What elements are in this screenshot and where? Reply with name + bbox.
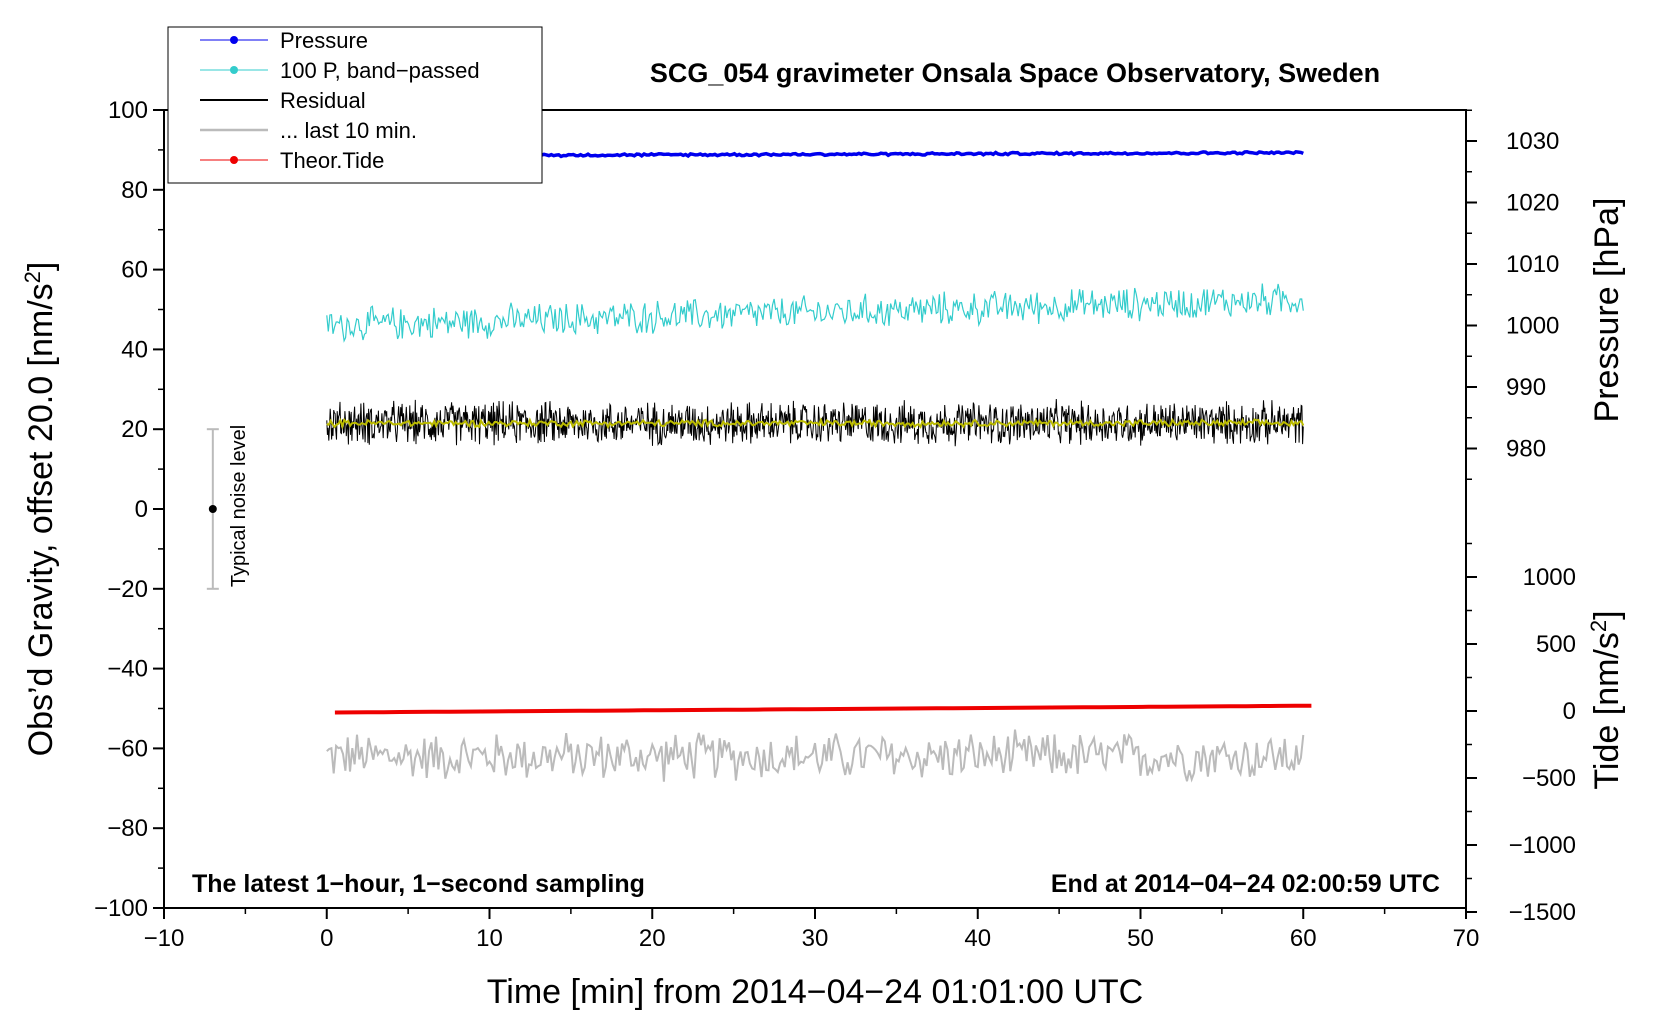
tide-tick-label: −1000 — [1509, 832, 1576, 859]
y-tick-label: −80 — [107, 815, 148, 842]
legend-marker — [230, 36, 238, 44]
y-tick-label: −20 — [107, 576, 148, 603]
series-theor-tide — [334, 703, 1312, 715]
legend-label: Pressure — [280, 28, 368, 53]
x-tick-label: 70 — [1453, 925, 1480, 952]
y-tick-label: −40 — [107, 656, 148, 683]
x-axis-label: Time [min] from 2014−04−24 01:01:00 UTC — [487, 973, 1143, 1011]
note-sampling: The latest 1−hour, 1−second sampling — [192, 870, 645, 898]
legend: Pressure 100 P, band−passed Residual ... la… — [167, 26, 543, 184]
x-tick-label: −10 — [144, 925, 185, 952]
x-tick-label: 40 — [964, 925, 991, 952]
tide-tick-label: 0 — [1563, 698, 1576, 725]
y-axis-label-pressure: Pressure [hPa] — [1588, 198, 1626, 423]
chart-title: SCG_054 gravimeter Onsala Space Observat… — [650, 58, 1380, 88]
axis-ticks: −10 0 10 20 30 40 50 60 70100806040200−20−40−60−… — [94, 97, 1576, 952]
note-end-time: End at 2014−04−24 02:00:59 UTC — [1051, 870, 1440, 898]
pressure-tick-label: 1010 — [1506, 251, 1559, 278]
series--last-10-min- — [326, 729, 1305, 783]
y-tick-label: 100 — [108, 97, 148, 124]
y-tick-label: 40 — [121, 336, 148, 363]
plot-frame — [163, 109, 1467, 909]
x-tick-label: 30 — [802, 925, 829, 952]
tide-tick-label: 1000 — [1523, 564, 1576, 591]
pressure-tick-label: 1020 — [1506, 190, 1559, 217]
series-smoothed-residual — [326, 417, 1305, 430]
tide-tick-label: −1500 — [1509, 899, 1576, 926]
y-tick-label: 20 — [121, 416, 148, 443]
legend-box — [167, 26, 543, 184]
pressure-tick-label: 1000 — [1506, 313, 1559, 340]
series-100-p-band-passed — [326, 283, 1304, 343]
tide-tick-label: −500 — [1522, 765, 1576, 792]
legend-marker — [230, 156, 238, 164]
data-series — [325, 149, 1312, 783]
legend-label: Residual — [280, 88, 366, 113]
tide-tick-label: 500 — [1536, 631, 1576, 658]
y-axis-label-left: Obs’d Gravity, offset 20.0 [nm/s2] — [20, 262, 61, 757]
y-tick-label: 80 — [121, 177, 148, 204]
y-tick-label: 0 — [135, 496, 148, 523]
x-tick-label: 0 — [320, 925, 333, 952]
x-tick-label: 20 — [639, 925, 666, 952]
legend-label: ... last 10 min. — [280, 118, 417, 143]
series-residual — [326, 398, 1304, 447]
y-tick-label: −100 — [94, 895, 148, 922]
y-tick-label: 60 — [121, 257, 148, 284]
legend-marker — [230, 66, 238, 74]
pressure-tick-label: 980 — [1506, 436, 1546, 463]
x-tick-label: 10 — [476, 925, 503, 952]
noise-level-label: Typical noise level — [228, 425, 250, 587]
x-tick-label: 50 — [1127, 925, 1154, 952]
pressure-tick-label: 990 — [1506, 374, 1546, 401]
pressure-tick-label: 1030 — [1506, 128, 1559, 155]
y-tick-label: −60 — [107, 735, 148, 762]
noise-bar-center — [208, 505, 217, 513]
y-axis-label-tide: Tide [nm/s2] — [1586, 610, 1627, 789]
legend-label: Theor.Tide — [280, 148, 384, 173]
x-tick-label: 60 — [1290, 925, 1317, 952]
legend-label: 100 P, band−passed — [280, 58, 480, 83]
